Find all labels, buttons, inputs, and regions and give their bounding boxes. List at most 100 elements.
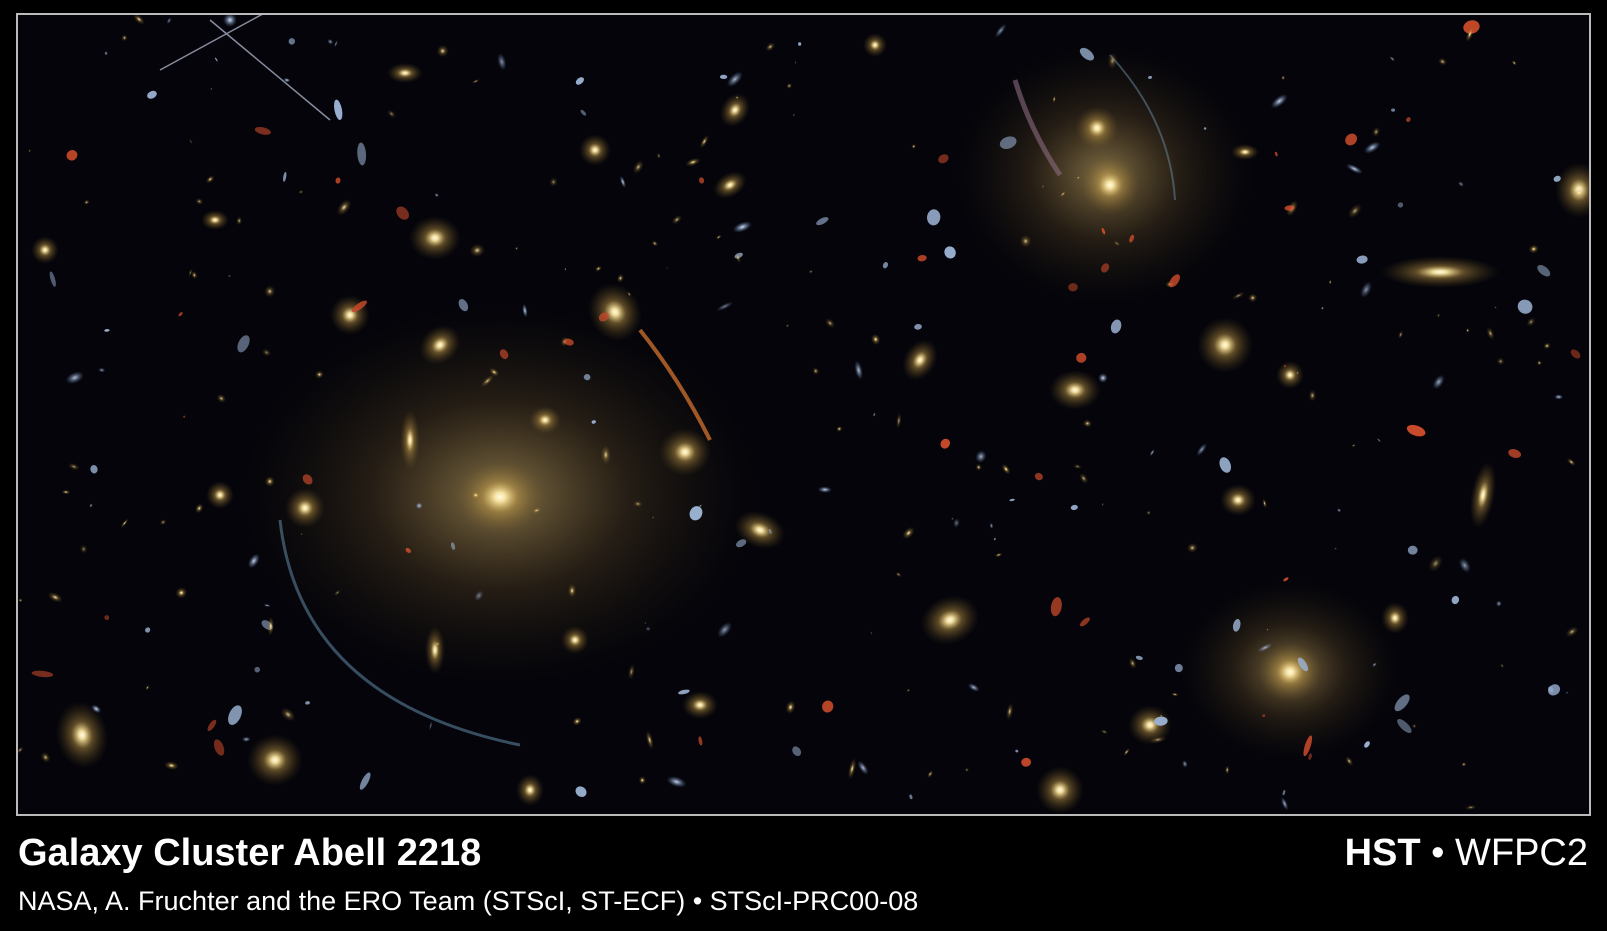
galaxy (188, 268, 193, 277)
galaxy (785, 700, 796, 714)
galaxy (302, 474, 313, 485)
galaxy (616, 273, 625, 283)
galaxy (1101, 227, 1106, 235)
galaxy (1220, 484, 1256, 516)
galaxy (425, 626, 445, 674)
galaxy (1336, 508, 1342, 513)
galaxy (1397, 202, 1404, 208)
galaxy (715, 234, 722, 240)
galaxy (47, 592, 63, 603)
galaxy (210, 87, 213, 91)
galaxy (1537, 264, 1551, 277)
galaxy (288, 38, 296, 45)
galaxy (415, 502, 423, 510)
galaxy (285, 488, 325, 528)
galaxy (263, 603, 271, 608)
galaxy (951, 517, 955, 521)
galaxy (975, 463, 982, 471)
galaxy (1079, 472, 1089, 484)
galaxy (1034, 472, 1043, 481)
galaxy (902, 526, 915, 540)
galaxy (474, 590, 484, 601)
galaxy (836, 425, 843, 432)
galaxy (336, 199, 352, 216)
galaxy (598, 312, 610, 322)
galaxy (847, 757, 857, 780)
galaxy (600, 444, 611, 465)
galaxy (247, 553, 260, 569)
galaxy (1548, 686, 1554, 693)
galaxy (237, 335, 250, 353)
galaxy (1068, 283, 1078, 292)
galaxy (333, 589, 341, 596)
galaxy (1257, 643, 1273, 653)
photo (17, 14, 1590, 815)
galaxy (67, 462, 80, 471)
galaxy (1070, 504, 1078, 511)
galaxy (1154, 716, 1168, 726)
galaxy (104, 329, 110, 332)
galaxy (1270, 94, 1288, 109)
galaxy (1171, 692, 1179, 697)
galaxy (419, 325, 461, 365)
galaxy (434, 193, 439, 198)
galaxy (869, 631, 873, 636)
galaxy (1219, 457, 1232, 473)
galaxy (699, 134, 709, 149)
galaxy (580, 109, 587, 116)
galaxy (1001, 463, 1011, 475)
galaxy (1113, 240, 1121, 247)
galaxy (1347, 203, 1363, 219)
galaxy (206, 481, 234, 509)
galaxy (736, 539, 747, 548)
galaxy (549, 177, 558, 187)
galaxy (189, 138, 193, 145)
galaxy (1566, 458, 1576, 466)
galaxy (1080, 155, 1140, 215)
galaxy (1511, 60, 1517, 66)
galaxy (575, 786, 587, 797)
camera: WFPC2 (1455, 832, 1588, 874)
caption-title: Galaxy Cluster Abell 2218 (18, 832, 481, 874)
galaxy (927, 209, 941, 226)
galaxy (216, 393, 227, 403)
galaxy (1052, 95, 1056, 103)
galaxy (1517, 299, 1533, 314)
galaxy (671, 215, 683, 225)
galaxy (1050, 597, 1062, 617)
galaxy (1128, 657, 1137, 669)
galaxy (1280, 796, 1289, 811)
galaxy (334, 99, 343, 120)
galaxy (214, 57, 218, 62)
galaxy (735, 95, 739, 100)
galaxy (1407, 545, 1418, 555)
lensed-arc (1109, 54, 1176, 201)
galaxy (1389, 56, 1396, 62)
instrument-line: HST • WFPC2 (1345, 832, 1588, 874)
star-spike (159, 14, 331, 121)
galaxy (1129, 234, 1135, 243)
galaxy (1406, 424, 1426, 437)
galaxy (241, 736, 251, 742)
galaxy (1098, 373, 1108, 383)
galaxy (1100, 729, 1109, 735)
galaxy (594, 265, 602, 272)
galaxy (798, 42, 802, 46)
galaxy (195, 197, 204, 205)
galaxy (436, 44, 449, 58)
galaxy (927, 770, 934, 779)
galaxy (31, 670, 54, 678)
galaxy (1458, 557, 1471, 573)
galaxy (651, 240, 658, 247)
galaxy (645, 730, 654, 750)
galaxy (1182, 760, 1188, 768)
galaxy (1553, 175, 1561, 182)
galaxy (1394, 694, 1410, 712)
galaxy (1123, 748, 1130, 756)
galaxy (993, 538, 996, 541)
galaxy (1225, 765, 1230, 775)
galaxy (280, 707, 296, 722)
galaxy (1006, 702, 1014, 721)
galaxy (49, 271, 56, 287)
galaxy (121, 34, 128, 42)
